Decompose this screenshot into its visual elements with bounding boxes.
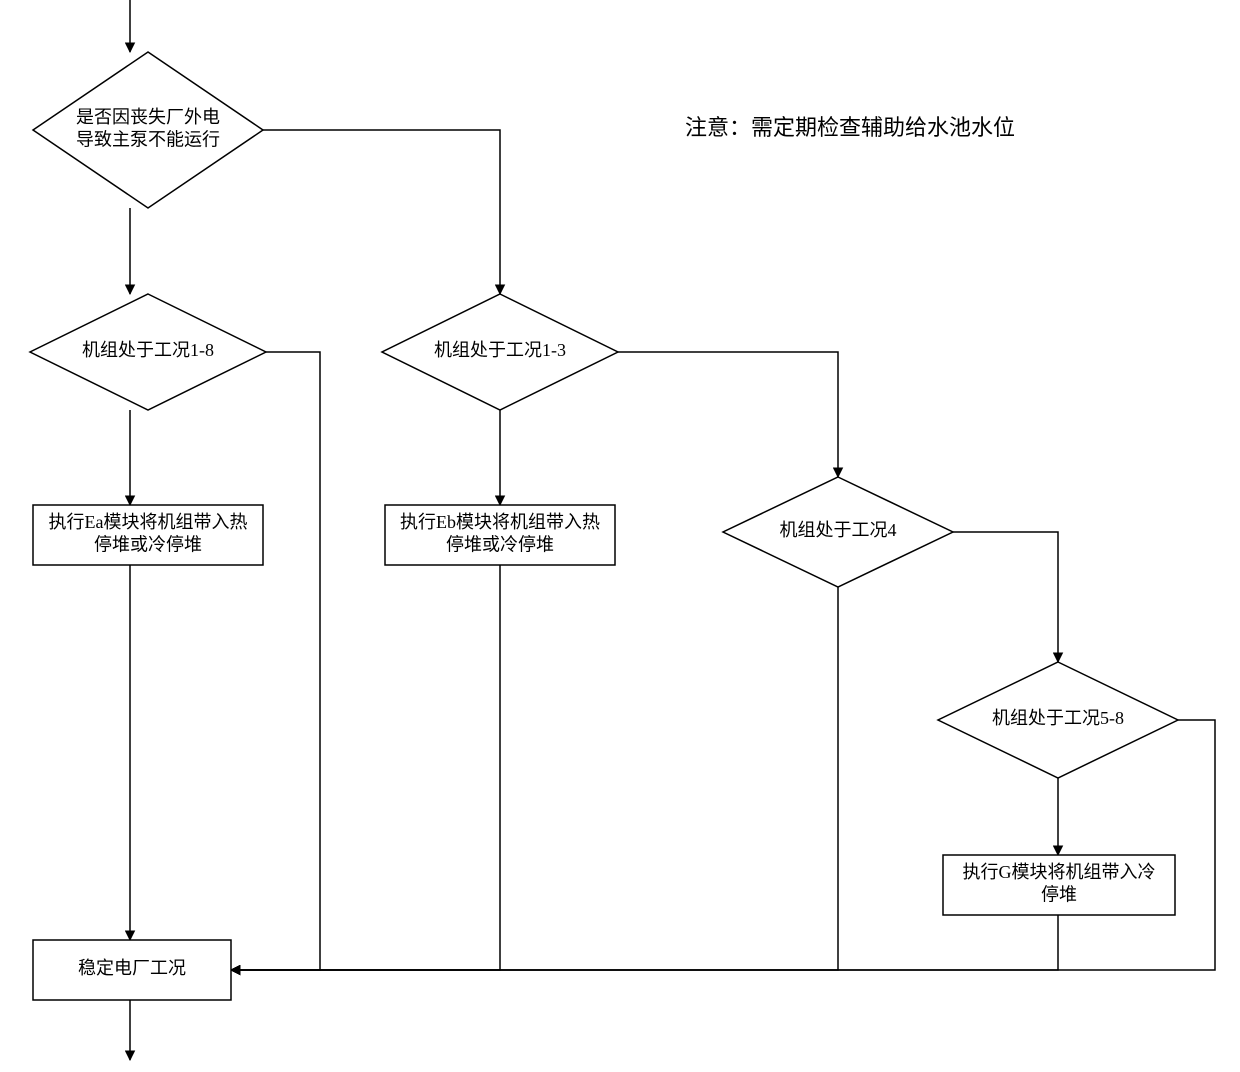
flow-node-r3: 执行G模块将机组带入冷停堆 xyxy=(943,855,1175,915)
flow-node-d4: 机组处于工况4 xyxy=(723,477,953,587)
node-text: 稳定电厂工况 xyxy=(78,958,186,978)
flow-edge xyxy=(231,915,1058,970)
node-text: 执行Eb模块将机组带入热 xyxy=(400,512,600,532)
flow-node-r2: 执行Eb模块将机组带入热停堆或冷停堆 xyxy=(385,505,615,565)
flow-node-d3: 机组处于工况1-3 xyxy=(382,294,618,410)
flow-node-r1: 执行Ea模块将机组带入热停堆或冷停堆 xyxy=(33,505,263,565)
flow-node-d5: 机组处于工况5-8 xyxy=(938,662,1178,778)
nodes-group: 是否因丧失厂外电导致主泵不能运行机组处于工况1-8机组处于工况1-3机组处于工况… xyxy=(30,52,1178,1000)
node-text: 停堆或冷停堆 xyxy=(446,534,554,554)
flow-node-d2: 机组处于工况1-8 xyxy=(30,294,266,410)
node-text: 执行G模块将机组带入冷 xyxy=(963,862,1156,882)
flow-node-d1: 是否因丧失厂外电导致主泵不能运行 xyxy=(33,52,263,208)
node-text: 停堆或冷停堆 xyxy=(94,534,202,554)
node-text: 机组处于工况5-8 xyxy=(992,708,1124,728)
flow-edge xyxy=(953,532,1058,662)
flow-edge xyxy=(231,352,320,970)
flow-edge xyxy=(618,352,838,477)
node-text: 停堆 xyxy=(1041,884,1077,904)
node-text: 机组处于工况4 xyxy=(780,520,897,540)
node-text: 机组处于工况1-8 xyxy=(82,340,214,360)
node-text: 是否因丧失厂外电 xyxy=(76,107,220,127)
node-text: 执行Ea模块将机组带入热 xyxy=(49,512,248,532)
flow-edge xyxy=(263,130,500,294)
diagram-note: 注意：需定期检查辅助给水池水位 xyxy=(685,115,1015,140)
flowchart-canvas: 是否因丧失厂外电导致主泵不能运行机组处于工况1-8机组处于工况1-3机组处于工况… xyxy=(0,0,1240,1072)
flow-edge xyxy=(231,587,838,970)
node-text: 导致主泵不能运行 xyxy=(76,129,220,149)
node-text: 机组处于工况1-3 xyxy=(434,340,566,360)
flow-edge xyxy=(231,565,500,970)
flow-node-r4: 稳定电厂工况 xyxy=(33,940,231,1000)
